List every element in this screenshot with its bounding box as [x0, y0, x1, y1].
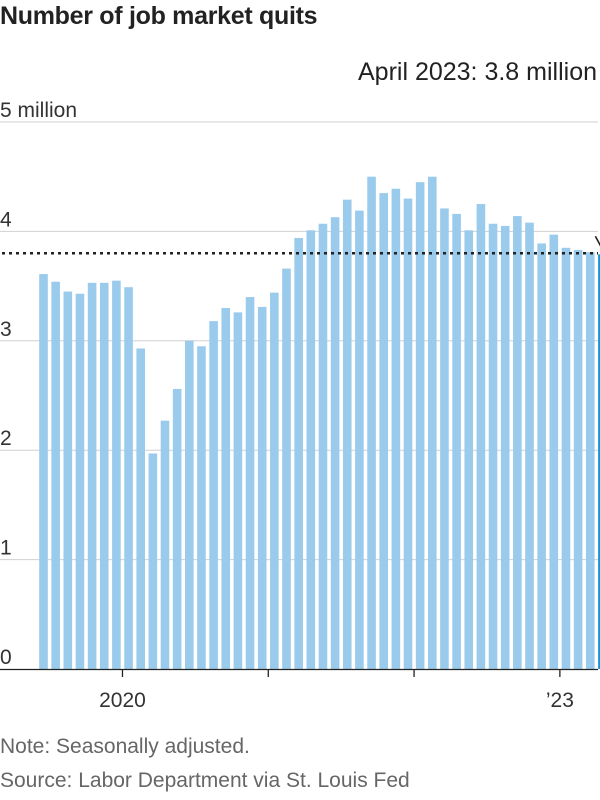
bar: [112, 280, 121, 669]
bar: [172, 388, 182, 669]
bar: [306, 230, 316, 669]
bar: [342, 199, 352, 670]
bar: [585, 252, 595, 669]
bar: [209, 321, 218, 669]
chart-note: Note: Seasonally adjusted.: [0, 735, 250, 758]
y-tick-label: 3: [0, 318, 12, 341]
bar: [185, 340, 194, 669]
bar: [403, 198, 413, 669]
bar: [75, 293, 85, 669]
bar: [391, 188, 401, 670]
chart-title: Number of job market quits: [0, 2, 318, 30]
bar: [330, 217, 340, 669]
bar: [464, 230, 474, 669]
y-tick-label: 4: [0, 208, 12, 231]
chart-plot: 0 1 2 3 4 5 million 2020 ’23 April 2023: 3.8 m…: [0, 58, 600, 712]
bar: [415, 182, 425, 670]
bar: [257, 306, 267, 669]
bar: [282, 268, 291, 669]
bar: [99, 282, 109, 669]
bar: [51, 281, 60, 669]
y-tick-label: 2: [0, 427, 12, 450]
bar: [379, 193, 388, 670]
bar: [476, 204, 486, 670]
bar: [270, 292, 279, 669]
bar: [549, 234, 559, 669]
bar: [87, 282, 97, 669]
x-tick-label: 2020: [99, 689, 146, 712]
annotation-layer: April 2023: 3.8 million: [358, 58, 600, 247]
bar: [355, 210, 364, 670]
x-axis-ticks: 2020 ’23: [99, 669, 574, 712]
bar: [367, 176, 376, 669]
bar: [197, 346, 206, 669]
bar: [233, 312, 243, 669]
bar: [318, 223, 328, 670]
bar: [500, 225, 510, 669]
bar: [513, 216, 522, 669]
bar: [440, 208, 449, 669]
highlight-annotation: April 2023: 3.8 million: [358, 58, 597, 86]
bar: [39, 274, 48, 669]
y-tick-label: 5 million: [0, 99, 77, 122]
bar: [488, 223, 498, 670]
y-axis-ticks: 0 1 2 3 4 5 million: [0, 99, 77, 669]
chart-source: Source: Labor Department via St. Louis F…: [0, 769, 410, 792]
bar: [428, 176, 437, 669]
bar: [148, 453, 158, 669]
annotation-arrow-head: [594, 235, 600, 247]
bar: [573, 250, 583, 669]
bar: [221, 307, 231, 669]
bar: [136, 348, 145, 669]
bar: [63, 291, 73, 669]
bar-highlight: [598, 254, 600, 669]
bar: [525, 222, 534, 669]
bar: [294, 237, 303, 669]
bar: [160, 420, 170, 669]
bar: [124, 287, 133, 669]
y-tick-label: 1: [0, 537, 12, 560]
x-tick-label: ’23: [546, 689, 574, 712]
bar: [561, 247, 571, 669]
bar: [245, 297, 255, 669]
y-tick-label: 0: [0, 646, 12, 669]
bar: [452, 213, 461, 669]
bar: [537, 243, 546, 669]
bars: [39, 176, 600, 670]
